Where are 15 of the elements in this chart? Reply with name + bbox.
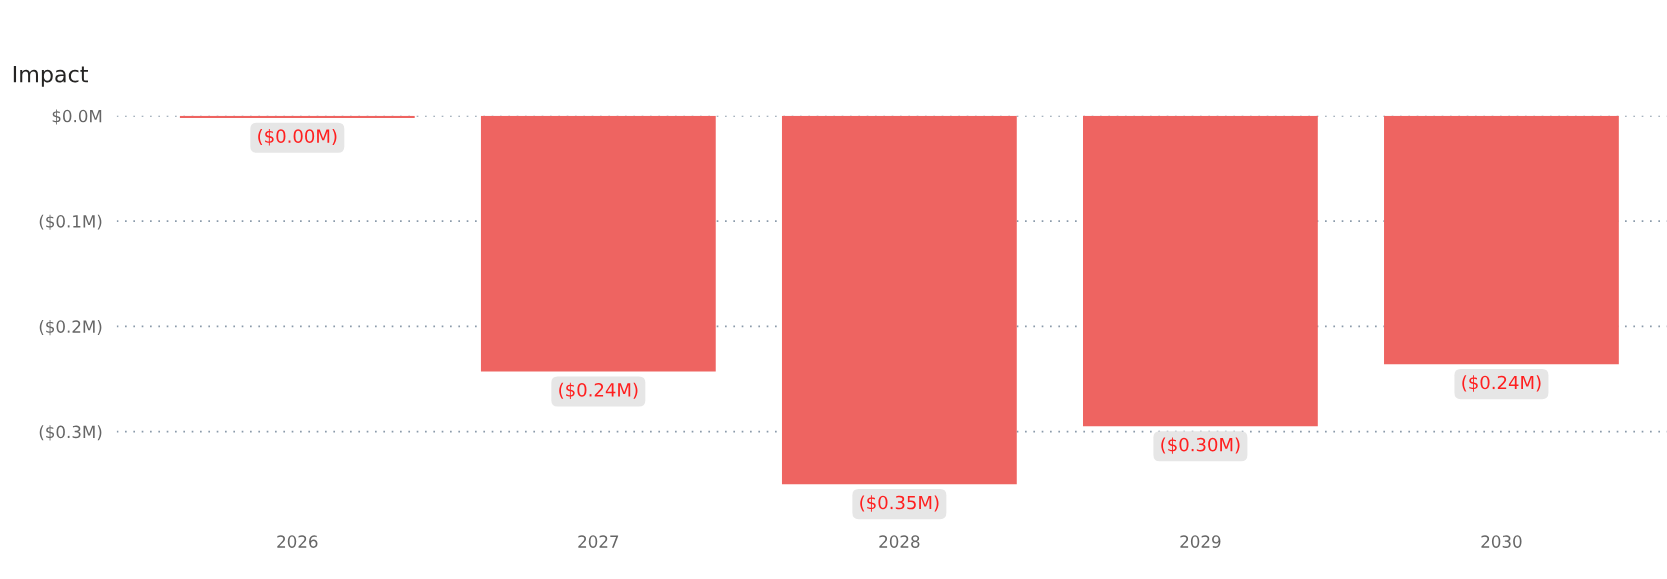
x-tick-label: 2027	[578, 535, 619, 548]
x-tick-label: 2026	[277, 535, 318, 548]
x-tick-label: 2030	[1481, 535, 1522, 548]
y-tick-label: ($0.2M)	[39, 320, 102, 336]
data-label: ($0.24M)	[559, 382, 638, 400]
y-tick-label: ($0.1M)	[39, 214, 102, 230]
data-label: ($0.30M)	[1161, 437, 1240, 454]
data-label: ($0.00M)	[258, 129, 337, 146]
x-tick-label: 2029	[1180, 535, 1221, 548]
data-label: ($0.35M)	[860, 495, 939, 512]
chart-title: Impact	[13, 66, 88, 87]
x-tick-label: 2028	[879, 535, 920, 548]
y-tick-label: $0.0M	[52, 109, 102, 125]
data-label: ($0.24M)	[1462, 375, 1541, 392]
y-tick-label: ($0.3M)	[39, 425, 102, 441]
